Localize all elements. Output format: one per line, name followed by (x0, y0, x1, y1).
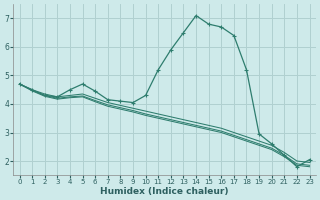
X-axis label: Humidex (Indice chaleur): Humidex (Indice chaleur) (100, 187, 229, 196)
